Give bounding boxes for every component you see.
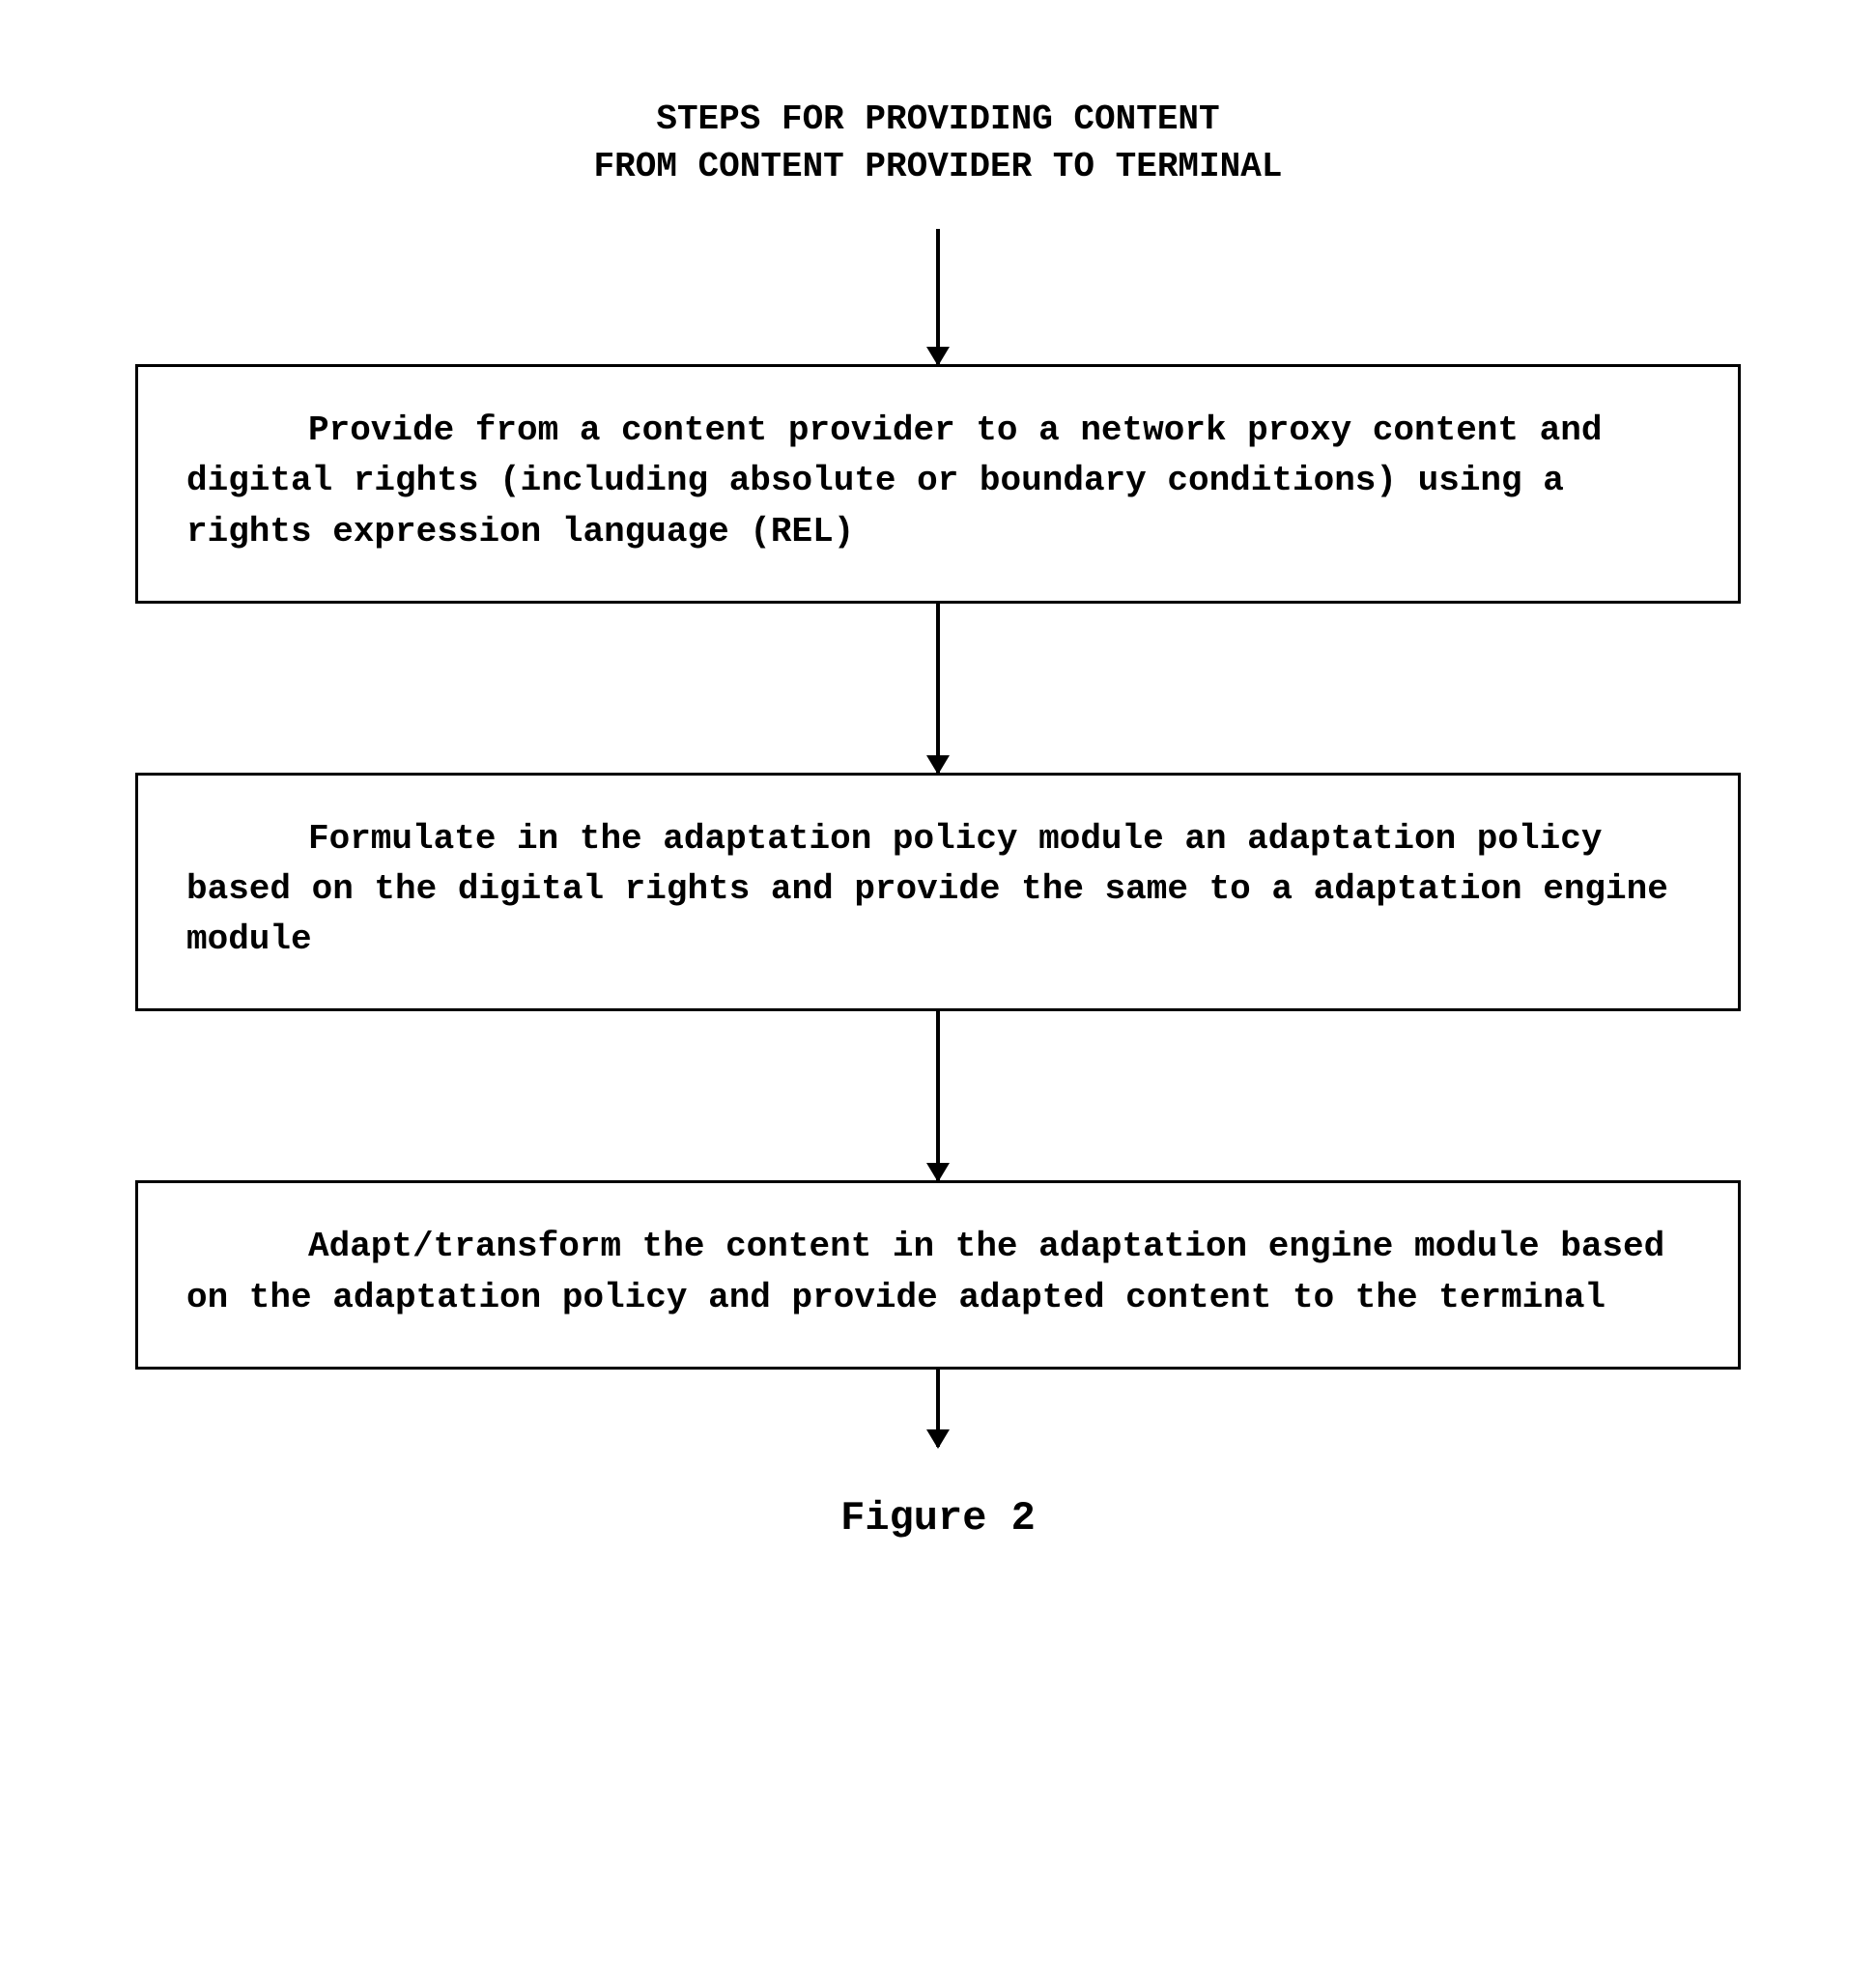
arrow-2-wrapper bbox=[135, 604, 1741, 773]
arrow-down-icon bbox=[936, 229, 940, 364]
arrow-down-icon bbox=[936, 604, 940, 773]
step-1-text: Provide from a content provider to a net… bbox=[186, 406, 1690, 557]
arrow-down-icon bbox=[936, 1370, 940, 1447]
arrow-4-wrapper bbox=[135, 1370, 1741, 1447]
step-3-text: Adapt/transform the content in the adapt… bbox=[186, 1222, 1690, 1322]
title-line-2: FROM CONTENT PROVIDER TO TERMINAL bbox=[135, 144, 1741, 191]
arrow-3-wrapper bbox=[135, 1011, 1741, 1180]
arrow-1-wrapper bbox=[135, 229, 1741, 364]
step-box-1: Provide from a content provider to a net… bbox=[135, 364, 1741, 604]
title-line-1: STEPS FOR PROVIDING CONTENT bbox=[135, 97, 1741, 144]
step-2-text: Formulate in the adaptation policy modul… bbox=[186, 814, 1690, 966]
diagram-title: STEPS FOR PROVIDING CONTENT FROM CONTENT… bbox=[135, 97, 1741, 190]
flowchart-container: STEPS FOR PROVIDING CONTENT FROM CONTENT… bbox=[0, 0, 1876, 1979]
arrow-down-icon bbox=[936, 1011, 940, 1180]
figure-caption: Figure 2 bbox=[135, 1495, 1741, 1541]
step-box-2: Formulate in the adaptation policy modul… bbox=[135, 773, 1741, 1012]
step-box-3: Adapt/transform the content in the adapt… bbox=[135, 1180, 1741, 1369]
